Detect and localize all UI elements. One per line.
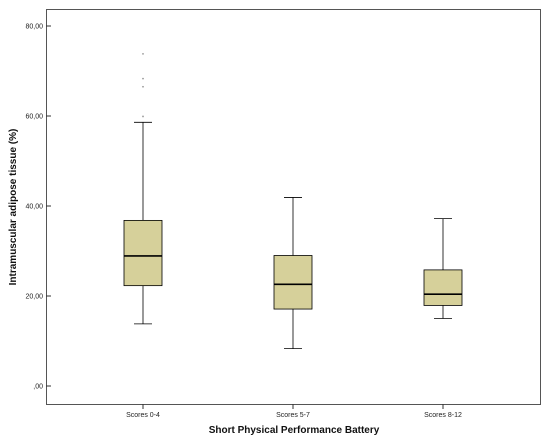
iqr-box [273, 255, 313, 310]
y-axis-title: Intramuscular adipose tissue (%) [8, 129, 19, 286]
y-tick-label: 60,00 [25, 114, 43, 121]
plot-frame [46, 9, 541, 405]
x-axis-title: Short Physical Performance Battery [209, 425, 380, 436]
box-1 [123, 53, 163, 325]
outlier-point [142, 53, 144, 55]
x-axis: Scores 0-4 Scores 5-7 Scores 8-12 [126, 404, 462, 419]
iqr-box [423, 269, 463, 306]
y-tick-label: 20,00 [25, 294, 43, 301]
outlier-point [142, 85, 144, 88]
iqr-box [123, 219, 163, 287]
y-tick-label: 40,00 [25, 204, 43, 211]
box-3 [423, 218, 463, 319]
x-tick-label: Scores 0-4 [126, 412, 160, 419]
x-tick-label: Scores 8-12 [424, 412, 462, 419]
outlier-point [142, 77, 144, 80]
box-2 [273, 197, 313, 350]
y-tick-label: ,00 [33, 384, 43, 391]
y-axis: ,00 20,00 40,00 60,00 80,00 [25, 24, 51, 391]
box-group [123, 53, 463, 350]
x-tick-label: Scores 5-7 [276, 412, 310, 419]
y-tick-label: 80,00 [25, 24, 43, 31]
outlier-point [142, 115, 144, 118]
